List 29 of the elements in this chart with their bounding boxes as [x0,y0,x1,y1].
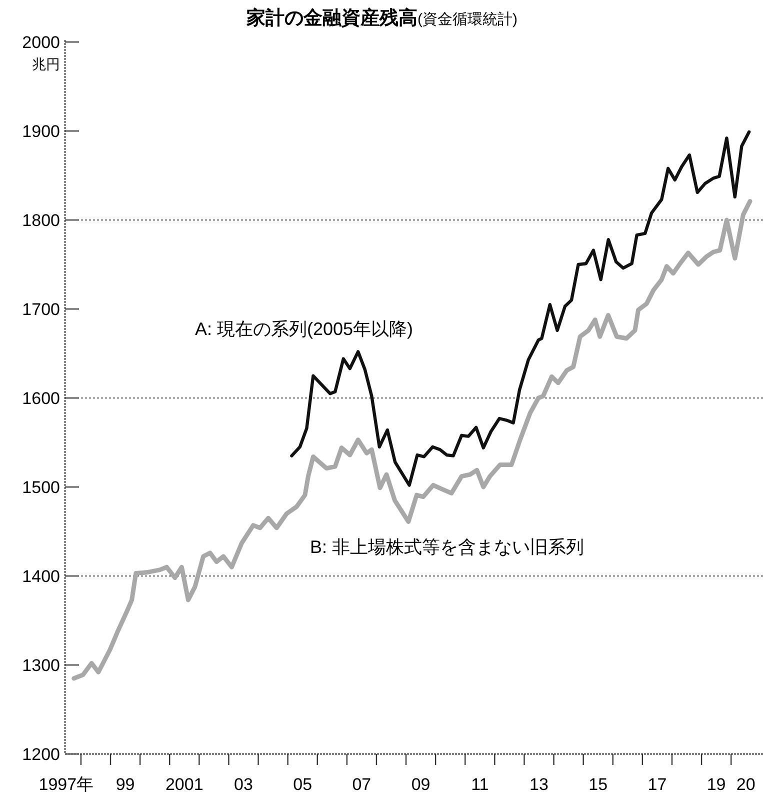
x-tick-label: 17 [648,775,667,794]
series-label: B: 非上場株式等を含まない旧系列 [310,537,584,557]
y-axis-title: 兆円 [32,56,60,72]
x-tick-label: 99 [116,775,135,794]
chart-subtitle: (資金循環統計) [418,11,518,28]
y-tick-label: 1400 [22,567,60,586]
y-tick-label: 1900 [22,122,60,141]
x-tick-label: 2001 [165,775,204,794]
line-series [72,199,752,681]
x-tick-label: 20 [736,775,756,794]
y-tick-label: 1800 [22,211,60,230]
text: A: 現在の系列(2005年以降) [195,319,414,339]
x-tick-label: 07 [352,775,372,794]
y-tick-label: 1300 [22,656,60,675]
x-tick-label: 11 [471,775,489,794]
x-tick-label: 13 [530,775,548,794]
chart-title: 家計の金融資産残高 [246,7,418,29]
line-series [290,130,751,487]
x-tick-label: 15 [588,775,608,794]
x-tick-label: 05 [293,775,312,794]
x-tick-label: 03 [234,775,253,794]
y-tick-label: 1700 [22,300,60,319]
y-tick-label: 1600 [22,389,60,408]
x-tick-label: 1997年 [38,775,94,794]
y-tick-label: 1200 [22,745,60,764]
y-tick-label: 2000 [22,33,60,52]
y-tick-label: 1500 [22,478,60,497]
x-tick-label: 19 [706,775,726,794]
x-tick-label: 09 [411,775,430,794]
